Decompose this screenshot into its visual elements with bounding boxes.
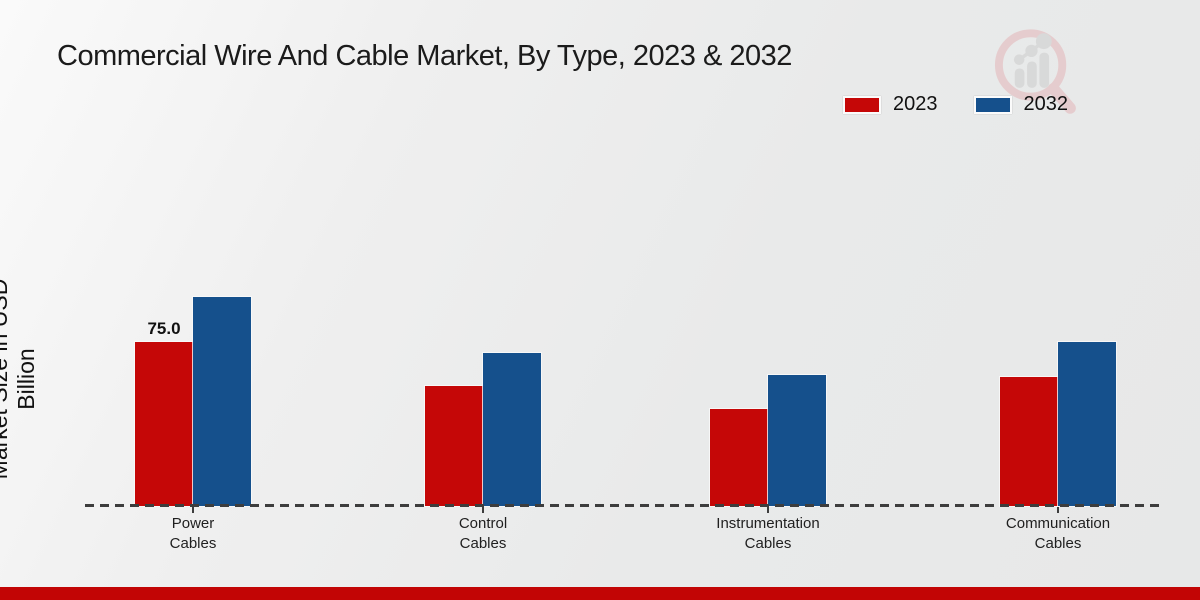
category-label-control-cables: Control Cables — [458, 515, 508, 552]
legend-label-2023: 2023 — [893, 93, 938, 115]
footer-accent-bar — [0, 587, 1200, 600]
x-axis-tick — [767, 507, 769, 513]
bar-2032-instrumentation-cables — [767, 374, 827, 507]
bar-group-communication-cables — [999, 341, 1117, 507]
y-axis-label: Market Size in USD Billion — [0, 278, 39, 480]
bar-2023-communication-cables — [999, 376, 1059, 507]
bar-2023-control-cables — [424, 385, 484, 507]
bar-2032-control-cables — [482, 352, 542, 507]
legend: 2023 2032 — [843, 93, 1068, 116]
market-research-logo-icon — [994, 29, 1076, 114]
bar-group-control-cables — [424, 352, 542, 507]
bar-2023-instrumentation-cables — [709, 408, 769, 507]
x-axis-dashed-baseline — [85, 504, 1163, 507]
x-axis-tick — [482, 507, 484, 513]
bar-2023-power-cables: 75.0 — [134, 319, 194, 507]
legend-item-2032: 2032 — [973, 93, 1069, 116]
category-label-communication-cables: Communication Cables — [1005, 515, 1111, 552]
legend-swatch-2032 — [973, 95, 1012, 114]
x-axis-tick — [1057, 507, 1059, 513]
legend-label-2032: 2032 — [1023, 93, 1069, 115]
legend-item-2023: 2023 — [843, 93, 938, 116]
bar-2032-communication-cables — [1057, 341, 1117, 507]
bar-group-power-cables: 75.0 — [134, 296, 252, 507]
category-label-power-cables: Power Cables — [169, 515, 217, 552]
chart-title: Commercial Wire And Cable Market, By Typ… — [57, 40, 792, 72]
category-label-instrumentation-cables: Instrumentation Cables — [716, 515, 820, 552]
bar-2032-power-cables — [192, 296, 252, 507]
x-axis-tick — [192, 507, 194, 513]
legend-swatch-2023 — [843, 95, 881, 114]
bar-value-label: 75.0 — [147, 319, 181, 338]
bar-group-instrumentation-cables — [709, 374, 827, 507]
